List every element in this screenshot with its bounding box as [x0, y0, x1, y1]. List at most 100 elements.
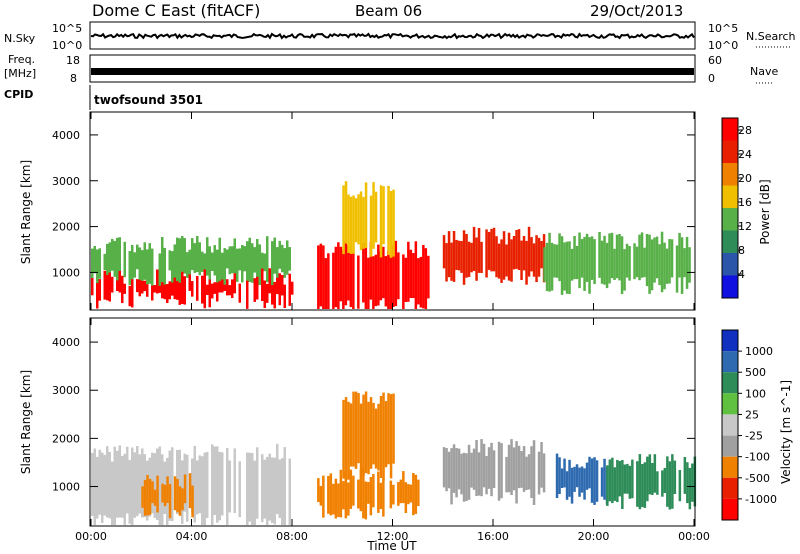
data-band-column: [407, 484, 410, 505]
data-band-column: [231, 279, 234, 298]
data-band-column: [153, 489, 157, 506]
data-band-column: [485, 229, 488, 278]
data-band-column: [201, 275, 204, 304]
data-band-column: [369, 241, 373, 300]
data-band-column: [392, 189, 395, 257]
data-band-column: [688, 247, 691, 283]
data-band-column: [151, 276, 154, 301]
data-band-column: [397, 482, 400, 506]
data-band-column: [497, 441, 501, 501]
data-band-column: [171, 251, 174, 283]
data-band-column: [553, 244, 556, 278]
data-band-column: [379, 396, 383, 478]
power-y-axis: 1000 2000 3000 4000: [52, 129, 695, 279]
data-band-column: [691, 463, 694, 502]
data-band-column: [389, 191, 393, 258]
data-band-column: [490, 442, 493, 497]
data-band-column: [583, 236, 586, 291]
data-band-column: [103, 253, 106, 271]
data-band-column: [349, 403, 353, 467]
data-band-column: [223, 248, 226, 285]
data-band-column: [276, 247, 279, 278]
data-band-column: [565, 241, 569, 294]
data-band-column: [123, 453, 126, 525]
data-band-column: [613, 248, 616, 280]
data-band-column: [447, 231, 451, 278]
data-band-column: [472, 448, 476, 490]
data-band-column: [563, 242, 566, 291]
data-band-column: [374, 191, 378, 243]
data-band-column: [412, 253, 415, 299]
data-band-column: [364, 391, 368, 474]
data-band-column: [663, 242, 666, 290]
data-band-column: [342, 249, 345, 309]
data-band-column: [678, 232, 681, 278]
data-band-column: [329, 473, 333, 516]
data-band-column: [352, 252, 355, 309]
data-band-column: [505, 244, 508, 277]
colorbar-segment: [722, 477, 738, 499]
data-band-column: [379, 482, 383, 509]
x-tick-label: 04:00: [176, 530, 208, 543]
data-band-column: [118, 445, 121, 518]
data-band-column: [470, 242, 473, 273]
data-band-column: [206, 237, 209, 276]
data-band-column: [585, 233, 589, 282]
colorbar-segment: [722, 230, 738, 253]
data-band-column: [379, 251, 383, 301]
power-y-axis-label: Slant Range [km]: [19, 160, 33, 264]
data-band-column: [643, 247, 646, 278]
data-band-column: [91, 453, 94, 516]
data-band-column: [111, 276, 114, 293]
data-band-column: [216, 249, 219, 283]
data-band-column: [532, 243, 536, 277]
data-band-column: [548, 232, 551, 292]
data-band-column: [118, 269, 121, 293]
data-band-column: [480, 241, 483, 273]
cpid-label: CPID: [4, 88, 33, 101]
data-band-column: [246, 241, 249, 281]
data-band-column: [542, 453, 546, 493]
data-band-column: [688, 467, 692, 510]
data-band-column: [477, 452, 481, 496]
data-band-column: [442, 447, 446, 488]
data-band-column: [241, 245, 244, 283]
data-band-column: [196, 236, 199, 273]
data-band-column: [206, 284, 209, 295]
data-band-column: [520, 240, 523, 280]
data-band-column: [206, 451, 209, 519]
data-band-column: [616, 459, 619, 503]
data-band-column: [271, 241, 274, 286]
data-band-column: [181, 236, 184, 272]
data-band-column: [344, 470, 348, 519]
x-tick-label: 20:00: [578, 530, 610, 543]
data-band-column: [324, 258, 328, 309]
data-band-column: [238, 248, 241, 271]
noise-left-tick-bottom: 10^0: [52, 39, 82, 52]
data-band-column: [136, 244, 139, 270]
data-band-column: [600, 467, 604, 497]
data-band-column: [530, 237, 533, 272]
x-tick-label: 08:00: [276, 530, 308, 543]
data-band-column: [367, 482, 370, 504]
data-band-column: [505, 456, 508, 493]
data-band-column: [387, 250, 390, 309]
data-band-column: [158, 446, 161, 525]
data-band-column: [118, 237, 121, 271]
data-band-column: [347, 194, 350, 253]
data-band-column: [218, 451, 221, 521]
data-band-column: [347, 401, 350, 480]
data-band-column: [283, 447, 286, 525]
data-band-column: [146, 249, 149, 285]
velocity-y-axis-label: Slant Range [km]: [19, 370, 33, 474]
data-band-column: [377, 471, 380, 513]
data-band-column: [271, 277, 274, 305]
data-band-column: [472, 226, 476, 271]
y-tick-label: 4000: [52, 129, 80, 142]
colorbar-segment: [722, 185, 738, 208]
noise-right-tick-top: 10^5: [708, 22, 738, 35]
data-band-column: [482, 443, 486, 488]
data-band-column: [685, 236, 689, 289]
data-band-column: [198, 242, 201, 276]
data-band-column: [502, 231, 506, 280]
